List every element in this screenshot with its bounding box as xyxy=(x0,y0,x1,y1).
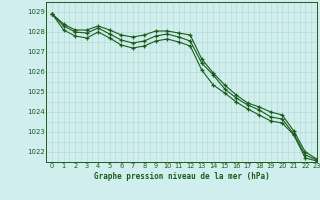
X-axis label: Graphe pression niveau de la mer (hPa): Graphe pression niveau de la mer (hPa) xyxy=(94,172,269,181)
